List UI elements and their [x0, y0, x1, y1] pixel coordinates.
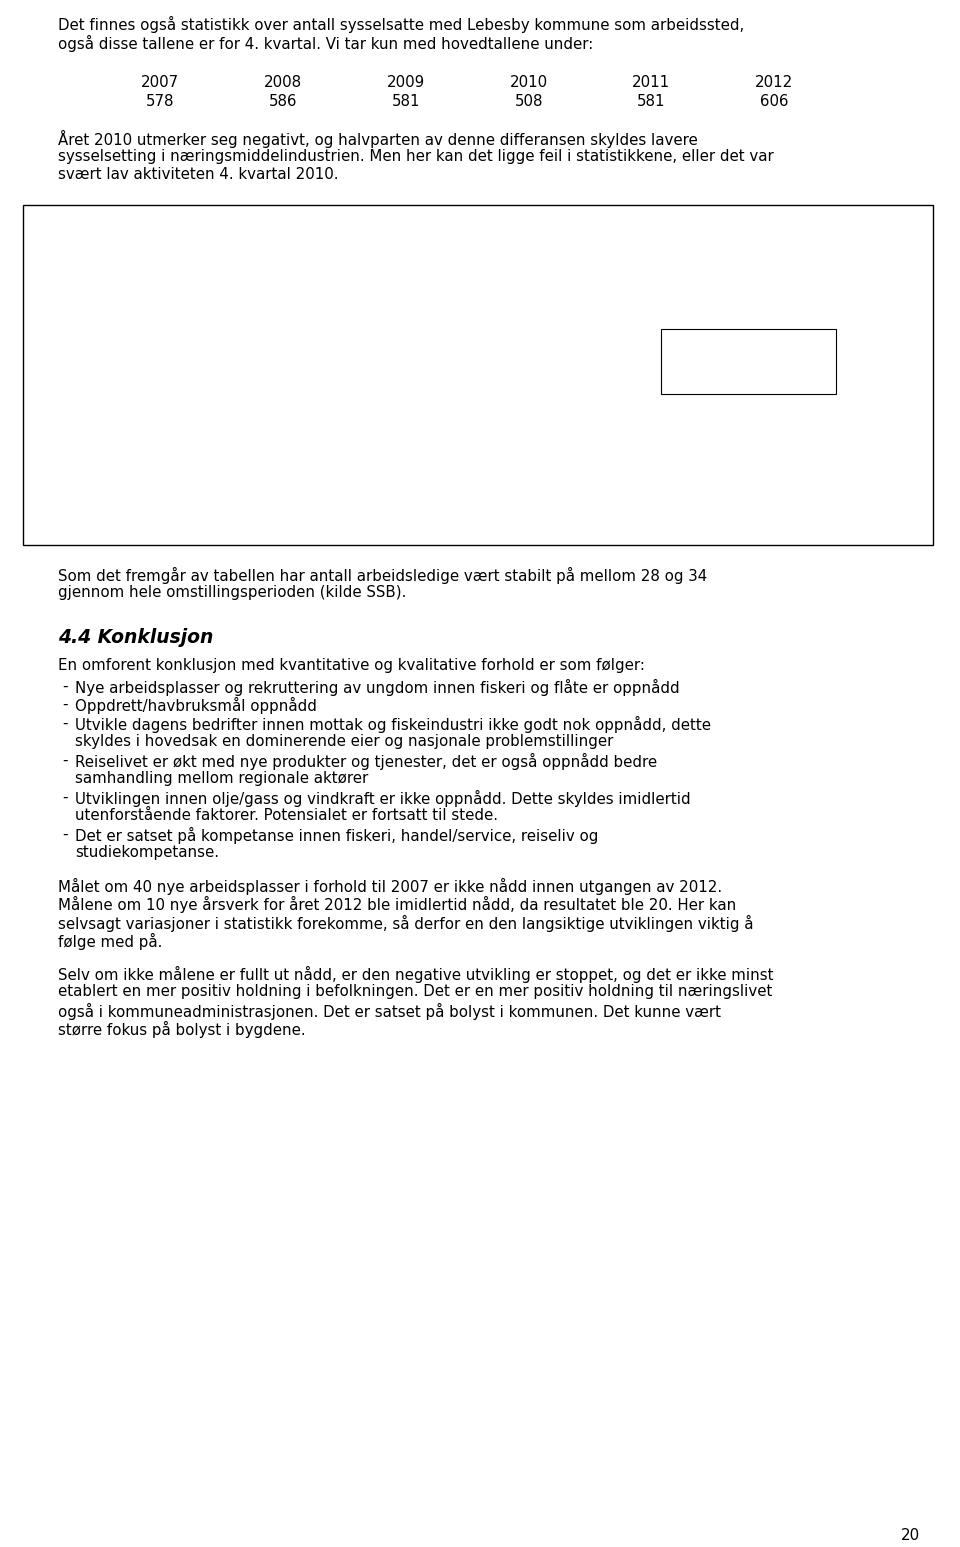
Text: -: -: [62, 789, 67, 804]
Text: Det finnes også statistikk over antall sysselsatte med Lebesby kommune som arbei: Det finnes også statistikk over antall s…: [58, 15, 744, 32]
Text: Det er satset på kompetanse innen fiskeri, handel/service, reiseliv og: Det er satset på kompetanse innen fisker…: [75, 826, 598, 843]
Text: Utviklingen innen olje/gass og vindkraft er ikke oppnådd. Dette skyldes imidlert: Utviklingen innen olje/gass og vindkraft…: [75, 789, 690, 806]
Text: Antall arbeidsledige: Antall arbeidsledige: [714, 343, 839, 356]
Text: større fokus på bolyst i bygdene.: større fokus på bolyst i bygdene.: [58, 1021, 305, 1038]
Text: følge med på.: følge med på.: [58, 933, 162, 950]
Text: utenforstående faktorer. Potensialet er fortsatt til stede.: utenforstående faktorer. Potensialet er …: [75, 808, 498, 823]
Text: En omforent konklusjon med kvantitative og kvalitative forhold er som følger:: En omforent konklusjon med kvantitative …: [58, 657, 645, 673]
Text: Målet om 40 nye arbeidsplasser i forhold til 2007 er ikke nådd innen utgangen av: Målet om 40 nye arbeidsplasser i forhold…: [58, 877, 722, 894]
Text: samhandling mellom regionale aktører: samhandling mellom regionale aktører: [75, 770, 369, 786]
Text: 2008: 2008: [264, 74, 302, 90]
Text: også disse tallene er for 4. kvartal. Vi tar kun med hovedtallene under:: også disse tallene er for 4. kvartal. Vi…: [58, 34, 593, 51]
Text: 581: 581: [636, 93, 665, 108]
Text: Selv om ikke målene er fullt ut nådd, er den negative utvikling er stoppet, og d: Selv om ikke målene er fullt ut nådd, er…: [58, 965, 774, 982]
Text: gjennom hele omstillingsperioden (kilde SSB).: gjennom hele omstillingsperioden (kilde …: [58, 585, 406, 600]
Text: Nye arbeidsplasser og rekruttering av ungdom innen fiskeri og flåte er oppnådd: Nye arbeidsplasser og rekruttering av un…: [75, 679, 680, 696]
Text: -: -: [62, 752, 67, 767]
Text: 578: 578: [146, 93, 175, 108]
Text: svært lav aktiviteten 4. kvartal 2010.: svært lav aktiviteten 4. kvartal 2010.: [58, 167, 339, 183]
Text: 606: 606: [759, 93, 788, 108]
Text: Som det fremgår av tabellen har antall arbeidsledige vært stabilt på mellom 28 o: Som det fremgår av tabellen har antall a…: [58, 568, 708, 585]
Text: 586: 586: [269, 93, 298, 108]
Text: Reiselivet er økt med nye produkter og tjenester, det er også oppnådd bedre: Reiselivet er økt med nye produkter og t…: [75, 752, 658, 769]
Text: 2007: 2007: [141, 74, 180, 90]
Text: skyldes i hovedsak en dominerende eier og nasjonale problemstillinger: skyldes i hovedsak en dominerende eier o…: [75, 733, 613, 749]
Text: Oppdrett/havbruksmål oppnådd: Oppdrett/havbruksmål oppnådd: [75, 698, 317, 715]
Text: også i kommuneadministrasjonen. Det er satset på bolyst i kommunen. Det kunne væ: også i kommuneadministrasjonen. Det er s…: [58, 1002, 721, 1019]
Text: -: -: [62, 826, 67, 842]
Text: 2012: 2012: [755, 74, 793, 90]
Text: -: -: [62, 679, 67, 693]
Text: Utvikle dagens bedrifter innen mottak og fiskeindustri ikke godt nok oppnådd, de: Utvikle dagens bedrifter innen mottak og…: [75, 716, 711, 733]
Text: 581: 581: [392, 93, 420, 108]
Text: studiekompetanse.: studiekompetanse.: [75, 845, 219, 860]
Text: 20: 20: [900, 1528, 920, 1542]
Text: Året 2010 utmerker seg negativt, og halvparten av denne differansen skyldes lave: Året 2010 utmerker seg negativt, og halv…: [58, 130, 698, 149]
Text: 4.4 Konklusjon: 4.4 Konklusjon: [58, 628, 213, 647]
Text: -: -: [62, 716, 67, 730]
Text: 2011: 2011: [632, 74, 670, 90]
Text: personer: personer: [714, 359, 770, 371]
Text: Målene om 10 nye årsverk for året 2012 ble imidlertid nådd, da resultatet ble 20: Målene om 10 nye årsverk for året 2012 b…: [58, 896, 736, 913]
Text: sysselsetting i næringsmiddelindustrien. Men her kan det ligge feil i statistikk: sysselsetting i næringsmiddelindustrien.…: [58, 149, 774, 164]
Text: 2010: 2010: [510, 74, 548, 90]
Text: 2009: 2009: [387, 74, 425, 90]
Text: selvsagt variasjoner i statistikk forekomme, så derfor en den langsiktige utvikl: selvsagt variasjoner i statistikk foreko…: [58, 914, 754, 931]
Text: etablert en mer positiv holdning i befolkningen. Det er en mer positiv holdning : etablert en mer positiv holdning i befol…: [58, 984, 773, 999]
Text: 508: 508: [515, 93, 543, 108]
Text: Antall arbeidsledige personer: Antall arbeidsledige personer: [367, 223, 589, 238]
Text: -: -: [62, 698, 67, 712]
